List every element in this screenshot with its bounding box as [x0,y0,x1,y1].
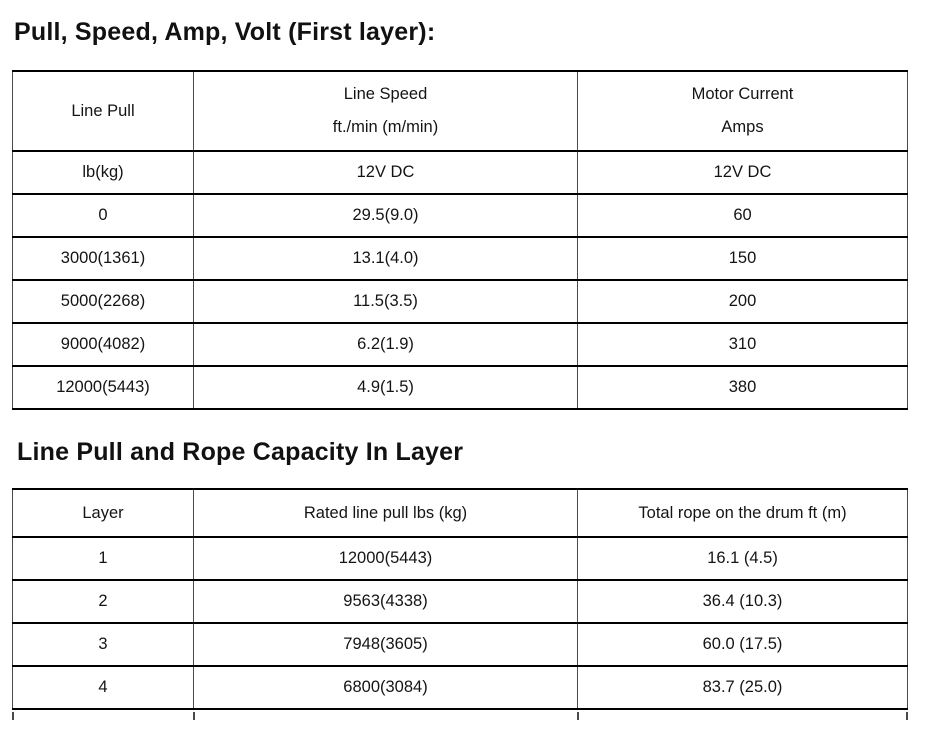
table-cell: 1 [12,536,194,581]
table-cell: 2 [12,579,194,624]
pull-speed-amp-volt-table: Line Pull Line Speed ft./min (m/min) Motor … [12,70,908,410]
column-header: Total rope on the drum ft (m) [577,488,908,538]
table-cell: 16.1 (4.5) [577,536,908,581]
table-cell: 150 [577,236,908,281]
table-cell: 9563(4338) [193,579,578,624]
table-cell: 3 [12,622,194,667]
table-cell: 310 [577,322,908,367]
table-cell: 380 [577,365,908,410]
column-header: Motor Current Amps [577,70,908,152]
table-continuation-line [12,712,14,720]
column-header-line: Line Pull [71,101,135,120]
table-cell: 200 [577,279,908,324]
table-cell: 36.4 (10.3) [577,579,908,624]
column-header-line: Amps [721,118,764,136]
column-header: Layer [12,488,194,538]
table-cell: 11.5(3.5) [193,279,578,324]
unit-cell: 12V DC [577,150,908,195]
table-cell: 5000(2268) [12,279,194,324]
unit-cell: lb(kg) [12,150,194,195]
column-header: Line Speed ft./min (m/min) [193,70,578,152]
table-row: 0 29.5(9.0) 60 [12,193,908,238]
table1-header-row: Line Pull Line Speed ft./min (m/min) Motor … [12,70,908,152]
section1-title: Pull, Speed, Amp, Volt (First layer): [14,18,436,46]
table-cell: 3000(1361) [12,236,194,281]
table-cell: 12000(5443) [193,536,578,581]
column-header: Rated line pull lbs (kg) [193,488,578,538]
unit-cell: 12V DC [193,150,578,195]
table-cell: 60 [577,193,908,238]
table-cell: 60.0 (17.5) [577,622,908,667]
table-cell: 9000(4082) [12,322,194,367]
table-row: 5000(2268) 11.5(3.5) 200 [12,279,908,324]
table-cell: 7948(3605) [193,622,578,667]
table-cell: 83.7 (25.0) [577,665,908,710]
table-row: 1 12000(5443) 16.1 (4.5) [12,536,908,581]
table-row: 2 9563(4338) 36.4 (10.3) [12,579,908,624]
table-row: 3 7948(3605) 60.0 (17.5) [12,622,908,667]
table-cell: 6800(3084) [193,665,578,710]
table-cell: 4 [12,665,194,710]
section2-title: Line Pull and Rope Capacity In Layer [17,438,464,466]
column-header-line: Line Speed [343,85,428,103]
table-row: 9000(4082) 6.2(1.9) 310 [12,322,908,367]
table-row: 4 6800(3084) 83.7 (25.0) [12,665,908,710]
table-continuation-line [193,712,195,720]
table1-unit-row: lb(kg) 12V DC 12V DC [12,150,908,195]
line-pull-rope-capacity-table: Layer Rated line pull lbs (kg) Total rope … [12,488,908,710]
table-continuation-line [906,712,908,720]
table-row: 12000(5443) 4.9(1.5) 380 [12,365,908,410]
table-cell: 12000(5443) [12,365,194,410]
table-row: 3000(1361) 13.1(4.0) 150 [12,236,908,281]
table-cell: 6.2(1.9) [193,322,578,367]
table-cell: 29.5(9.0) [193,193,578,238]
table-continuation-line [577,712,579,720]
column-header: Line Pull [12,70,194,152]
table-cell: 4.9(1.5) [193,365,578,410]
table-cell: 13.1(4.0) [193,236,578,281]
table2-header-row: Layer Rated line pull lbs (kg) Total rope … [12,488,908,538]
table-cell: 0 [12,193,194,238]
column-header-line: ft./min (m/min) [332,118,439,136]
column-header-line: Motor Current [691,85,794,103]
